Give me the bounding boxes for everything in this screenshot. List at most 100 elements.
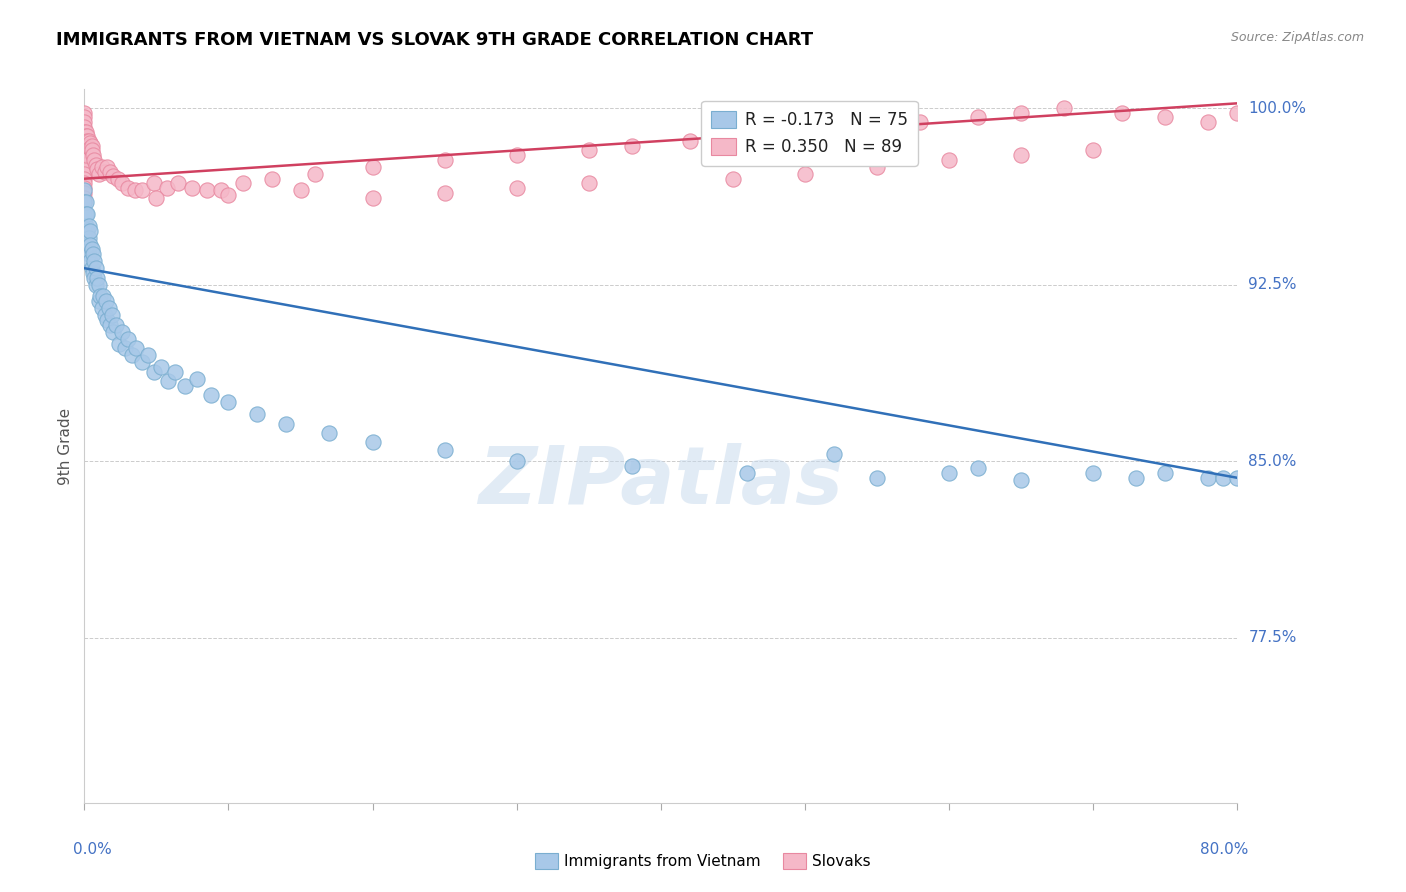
Point — [186, 372, 208, 386]
Point — [114, 341, 136, 355]
Point — [290, 184, 312, 198]
Point — [361, 160, 384, 174]
Point — [75, 148, 97, 162]
Point — [794, 125, 817, 139]
Point — [79, 136, 101, 151]
Point — [200, 388, 222, 402]
Point — [83, 270, 105, 285]
Point — [98, 318, 121, 332]
Point — [111, 177, 134, 191]
Point — [218, 395, 240, 409]
Point — [209, 184, 232, 198]
Point — [938, 153, 960, 167]
Point — [73, 111, 96, 125]
Point — [1226, 105, 1249, 120]
Point — [96, 313, 118, 327]
Point — [75, 138, 97, 153]
Point — [73, 195, 96, 210]
Point — [506, 181, 529, 195]
Point — [75, 125, 97, 139]
Point — [260, 171, 283, 186]
Point — [79, 141, 101, 155]
Point — [77, 230, 100, 244]
Point — [75, 195, 97, 210]
Point — [93, 164, 115, 178]
Point — [910, 115, 932, 129]
Point — [111, 325, 134, 339]
Point — [91, 289, 114, 303]
Point — [96, 160, 118, 174]
Point — [73, 105, 96, 120]
Point — [75, 129, 97, 144]
Point — [433, 442, 456, 457]
Point — [866, 160, 889, 174]
Point — [94, 294, 117, 309]
Point — [165, 365, 187, 379]
Point — [1198, 115, 1220, 129]
Point — [79, 223, 101, 237]
Point — [73, 184, 96, 198]
Point — [73, 120, 96, 134]
Point — [578, 144, 600, 158]
Point — [90, 160, 112, 174]
Point — [80, 243, 103, 257]
Point — [737, 466, 759, 480]
Point — [276, 417, 298, 431]
Point — [1154, 111, 1177, 125]
Point — [73, 167, 96, 181]
Point — [76, 237, 98, 252]
Point — [82, 247, 104, 261]
Point — [174, 379, 197, 393]
Point — [73, 153, 96, 167]
Point — [86, 270, 108, 285]
Point — [1053, 101, 1076, 115]
Text: 100.0%: 100.0% — [1249, 101, 1306, 116]
Point — [967, 111, 990, 125]
Point — [73, 125, 96, 139]
Point — [76, 138, 98, 153]
Point — [73, 177, 96, 191]
Point — [76, 134, 98, 148]
Point — [232, 177, 254, 191]
Point — [75, 230, 97, 244]
Point — [124, 184, 146, 198]
Point — [433, 186, 456, 200]
Point — [73, 134, 96, 148]
Point — [117, 181, 139, 195]
Point — [73, 207, 96, 221]
Point — [87, 294, 110, 309]
Legend: R = -0.173   N = 75, R = 0.350   N = 89: R = -0.173 N = 75, R = 0.350 N = 89 — [702, 101, 918, 166]
Point — [1212, 471, 1234, 485]
Point — [73, 219, 96, 233]
Point — [98, 164, 121, 178]
Point — [75, 219, 97, 233]
Point — [82, 266, 104, 280]
Point — [79, 254, 101, 268]
Point — [1083, 466, 1105, 480]
Point — [84, 261, 107, 276]
Point — [73, 115, 96, 129]
Point — [156, 374, 179, 388]
Point — [149, 360, 172, 375]
Point — [1198, 471, 1220, 485]
Point — [87, 167, 110, 181]
Point — [506, 454, 529, 468]
Point — [73, 157, 96, 171]
Point — [167, 177, 190, 191]
Point — [1083, 144, 1105, 158]
Point — [75, 207, 97, 221]
Point — [77, 219, 100, 233]
Text: ZIPatlas: ZIPatlas — [478, 442, 844, 521]
Point — [117, 332, 139, 346]
Point — [195, 184, 218, 198]
Point — [76, 129, 98, 144]
Point — [967, 461, 990, 475]
Point — [83, 153, 105, 167]
Point — [73, 181, 96, 195]
Point — [852, 120, 875, 134]
Text: 92.5%: 92.5% — [1249, 277, 1296, 293]
Point — [578, 177, 600, 191]
Point — [80, 261, 103, 276]
Point — [77, 138, 100, 153]
Point — [142, 365, 165, 379]
